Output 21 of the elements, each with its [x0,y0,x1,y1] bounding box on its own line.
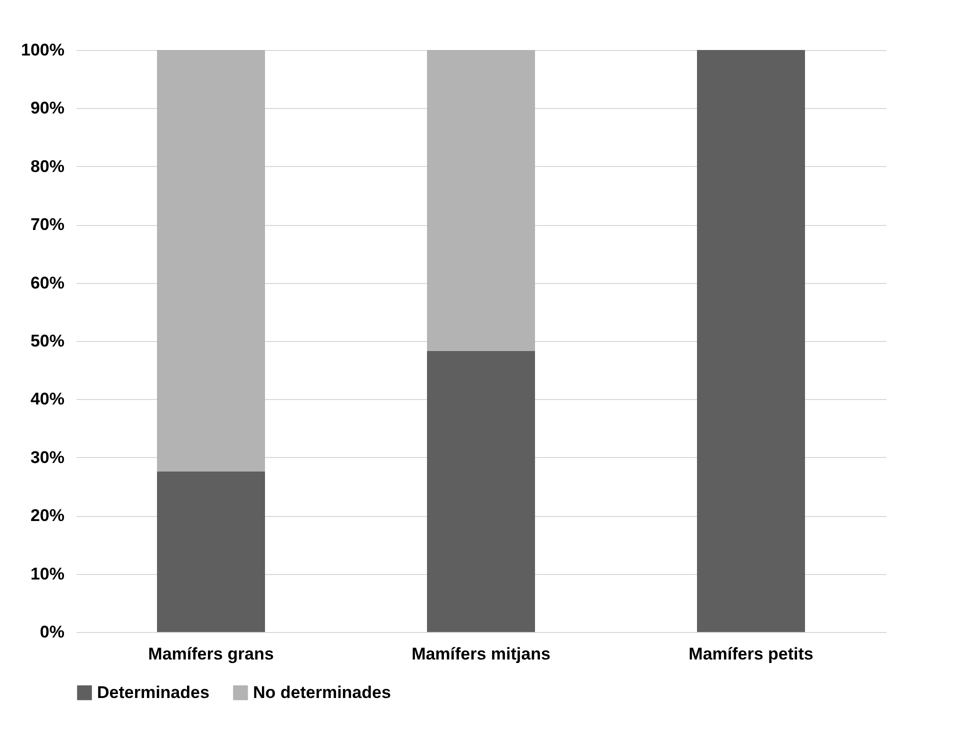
y-tick-label: 40% [30,390,64,409]
x-tick-label: Mamífers grans [148,644,274,664]
y-tick-label: 50% [30,332,64,350]
y-tick-label: 80% [30,156,64,176]
y-tick-label: 60% [30,273,64,292]
bar [427,50,535,351]
bar [697,50,805,632]
x-tick-label: Mamífers mitjans [412,644,550,664]
y-tick-label: 0% [40,622,64,642]
legend-label: No determinades [253,682,391,702]
y-tick-label: 30% [30,448,64,467]
bar [157,50,265,472]
y-tick-label: 70% [30,215,64,234]
y-tick-label: 100% [21,40,64,60]
bar [157,471,265,632]
y-tick-label: 20% [30,506,64,526]
bar [427,350,535,632]
y-tick-label: 10% [30,564,64,584]
x-tick-label: Mamífers petits [688,644,814,664]
y-tick-label: 90% [30,98,64,118]
legend-label: Determinades [97,682,210,702]
